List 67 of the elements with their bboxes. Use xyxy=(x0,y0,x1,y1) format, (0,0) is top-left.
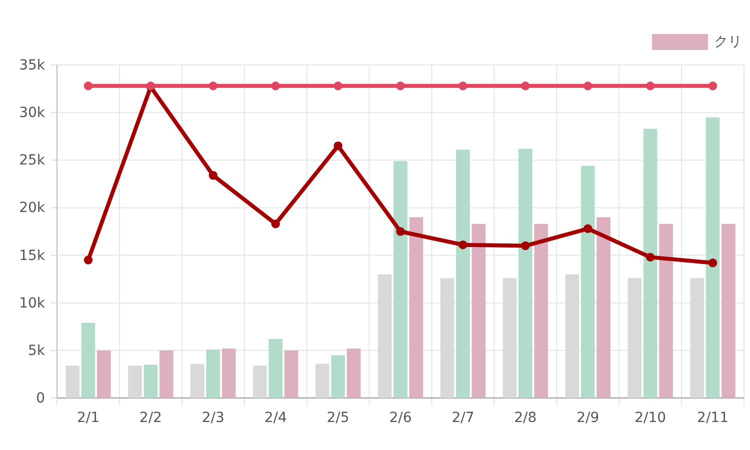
point xyxy=(208,171,218,180)
bar xyxy=(268,339,282,398)
y-tick-label: 30k xyxy=(19,105,46,122)
y-tick-label: 5k xyxy=(28,342,46,359)
x-tick-label: 2/10 xyxy=(634,410,666,426)
y-tick-label: 35k xyxy=(19,57,46,74)
y-tick-label: 20k xyxy=(19,200,46,216)
point xyxy=(646,252,655,262)
point xyxy=(334,82,342,90)
x-tick-label: 2/8 xyxy=(514,410,537,426)
bar xyxy=(159,350,174,398)
bar xyxy=(206,349,220,398)
point xyxy=(458,240,468,250)
point xyxy=(583,82,592,90)
bar xyxy=(456,150,470,398)
bar xyxy=(346,348,361,398)
x-tick-label: 2/5 xyxy=(326,410,350,426)
bar xyxy=(190,364,204,398)
point xyxy=(271,220,280,228)
bar xyxy=(518,148,532,398)
y-tick-label: 0 xyxy=(36,390,45,406)
legend-label: クリ xyxy=(714,34,742,50)
bar xyxy=(409,217,424,398)
bar xyxy=(315,364,330,398)
point xyxy=(271,82,280,90)
bar xyxy=(722,224,736,398)
point xyxy=(646,82,655,90)
bar xyxy=(643,128,658,398)
point xyxy=(708,258,718,268)
point xyxy=(84,82,93,90)
bar xyxy=(331,355,345,398)
x-tick-label: 2/2 xyxy=(139,410,162,426)
point xyxy=(521,241,530,250)
x-tick-label: 2/6 xyxy=(389,410,412,426)
bar xyxy=(252,366,267,398)
bar xyxy=(144,364,158,398)
bar xyxy=(222,348,236,398)
bar xyxy=(66,366,80,398)
bar xyxy=(534,224,548,398)
x-tick-label: 2/11 xyxy=(697,410,728,426)
bar xyxy=(284,350,298,398)
point xyxy=(583,224,592,234)
y-tick-label: 25k xyxy=(19,152,46,169)
y-tick-label: 10k xyxy=(19,295,46,312)
bar xyxy=(97,350,111,398)
x-tick-label: 2/1 xyxy=(76,410,100,426)
x-tick-label: 2/4 xyxy=(264,410,287,426)
point xyxy=(396,82,405,90)
point xyxy=(396,227,405,236)
point xyxy=(458,82,468,90)
bar xyxy=(394,161,408,398)
point xyxy=(708,82,718,90)
x-tick-label: 2/7 xyxy=(452,410,474,426)
point xyxy=(84,256,93,264)
point xyxy=(334,142,342,150)
bar xyxy=(81,322,96,398)
bar xyxy=(580,166,595,398)
y-tick-label: 15k xyxy=(19,248,46,264)
bar xyxy=(659,224,673,398)
x-tick-label: 2/9 xyxy=(576,410,600,426)
point xyxy=(208,82,218,90)
point xyxy=(521,82,530,90)
bar xyxy=(706,117,720,398)
bar xyxy=(128,366,142,398)
x-tick-label: 2/3 xyxy=(202,410,224,426)
bar xyxy=(472,224,486,398)
bar xyxy=(596,217,610,398)
